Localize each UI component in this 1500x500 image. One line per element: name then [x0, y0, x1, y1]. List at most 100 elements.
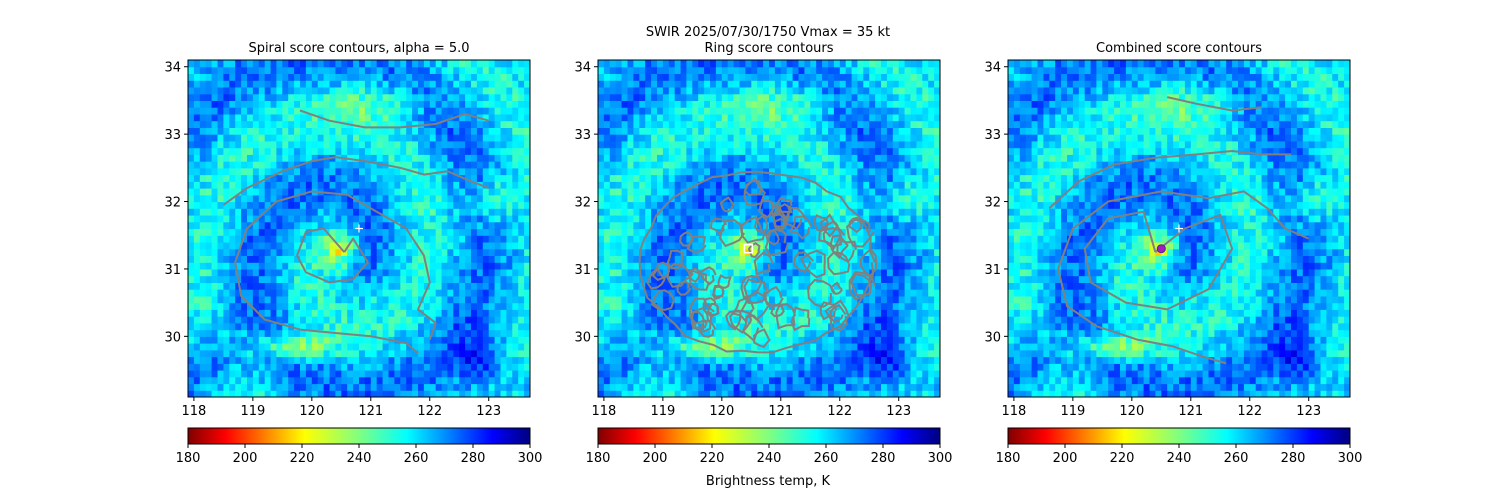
contour-line	[1057, 190, 1227, 365]
colorbar-tick-label: 300	[1338, 451, 1363, 466]
ring-contour	[666, 249, 684, 270]
brightness-heatmap	[188, 60, 530, 397]
contour-line	[1166, 96, 1262, 112]
panel-title: Ring score contours	[704, 41, 833, 56]
ring-contour	[827, 251, 851, 276]
ring-contour	[770, 302, 786, 318]
x-tick-label: 121	[1178, 404, 1203, 419]
colorbar-tick-label: 240	[757, 451, 782, 466]
contour-line	[222, 156, 490, 206]
panel-title: Combined score contours	[1096, 41, 1262, 56]
x-tick-label: 119	[650, 404, 675, 419]
ring-contour	[806, 278, 836, 308]
x-tick-label: 123	[886, 404, 911, 419]
ring-contour	[846, 218, 875, 248]
brightness-heatmap	[598, 60, 940, 397]
ring-contour	[740, 290, 770, 321]
colorbar-tick-label: 260	[404, 451, 429, 466]
ring-contour	[764, 285, 784, 307]
ring-contour	[822, 226, 843, 250]
ring-contour	[771, 210, 790, 228]
x-tick-label: 118	[591, 404, 616, 419]
ring-contour	[709, 217, 728, 236]
axes-frame	[597, 59, 941, 398]
center-circle-marker	[1156, 244, 1166, 254]
contour-line	[376, 210, 437, 341]
contour-line	[296, 227, 369, 284]
y-tick-label: 31	[164, 263, 181, 278]
contour-line	[234, 190, 419, 354]
ring-contour	[740, 274, 763, 299]
y-tick-label: 32	[574, 196, 591, 211]
ring-contour	[770, 204, 783, 218]
figure-suptitle: SWIR 2025/07/30/1750 Vmax = 35 kt	[646, 25, 890, 40]
y-tick-label: 30	[574, 330, 591, 345]
ring-contour	[753, 328, 771, 349]
axes-frame	[187, 59, 531, 398]
colorbar-tick-label: 200	[643, 451, 668, 466]
contours	[1048, 96, 1310, 365]
ring-contour	[836, 240, 857, 263]
x-tick-label: 122	[1237, 404, 1262, 419]
ring-contour	[783, 206, 808, 231]
colorbar-gradient	[597, 427, 941, 445]
panel-title: Spiral score contours, alpha = 5.0	[248, 41, 469, 56]
colorbar-tick-label: 220	[1110, 451, 1135, 466]
ring-contour	[686, 235, 707, 253]
colorbar: 180 200 220 240 260 280 300	[586, 427, 953, 466]
x-tick-label: 120	[709, 404, 734, 419]
ring-contour	[830, 281, 843, 295]
ring-contour	[646, 267, 666, 290]
ring-contour	[650, 289, 676, 311]
x-tick-label: 119	[1060, 404, 1085, 419]
ring-contour-outer	[638, 170, 876, 354]
ring-contour	[717, 274, 732, 289]
y-tick-label: 30	[984, 330, 1001, 345]
x-tick-label: 122	[417, 404, 442, 419]
ring-contour	[743, 278, 768, 304]
x-tick-label: 120	[299, 404, 324, 419]
y-tick-label: 34	[164, 61, 181, 76]
ring-contour	[764, 226, 789, 257]
colorbar-tick-label: 300	[928, 451, 953, 466]
ring-contour	[706, 302, 720, 316]
x-tick-label: 118	[181, 404, 206, 419]
y-tick-label: 34	[574, 61, 591, 76]
ring-contour	[765, 229, 780, 246]
y-tick-label: 32	[164, 196, 181, 211]
x-tick-label: 120	[1119, 404, 1144, 419]
colorbar-tick-label: 220	[290, 451, 315, 466]
ring-contour	[719, 196, 736, 213]
ring-contour	[757, 198, 775, 219]
y-tick-label: 31	[574, 263, 591, 278]
y-tick-label: 33	[164, 128, 181, 143]
ring-contour	[753, 214, 769, 234]
contour-line	[1048, 150, 1291, 210]
colorbar-label: Brightness temp, K	[706, 474, 831, 489]
y-tick-label: 31	[984, 263, 1001, 278]
x-tick-label: 122	[827, 404, 852, 419]
contour-line	[1208, 190, 1310, 240]
colorbar-tick-label: 280	[461, 451, 486, 466]
panel-2: Ring score contours 118 119 120 121 122 123 30 3…	[574, 41, 952, 466]
panel-3: Combined score contours 118 119 120 121 122 12…	[984, 41, 1362, 466]
y-tick-label: 33	[574, 128, 591, 143]
contours	[222, 109, 490, 354]
contour-line	[1083, 210, 1234, 311]
contour-line	[299, 109, 489, 129]
colorbar-tick-label: 220	[700, 451, 725, 466]
x-tick-label: 121	[768, 404, 793, 419]
brightness-heatmap	[1008, 60, 1350, 397]
center-plus-marker	[1175, 224, 1183, 233]
ring-contour	[829, 234, 849, 260]
ring-contour	[813, 214, 829, 232]
y-tick-label: 33	[984, 128, 1001, 143]
colorbar-tick-label: 280	[1281, 451, 1306, 466]
colorbar: 180 200 220 240 260 280 300	[996, 427, 1363, 466]
ring-contour	[790, 306, 811, 332]
y-tick-label: 34	[984, 61, 1001, 76]
ring-contour	[850, 273, 873, 297]
ring-contour	[689, 307, 712, 333]
ring-contour	[753, 251, 774, 276]
